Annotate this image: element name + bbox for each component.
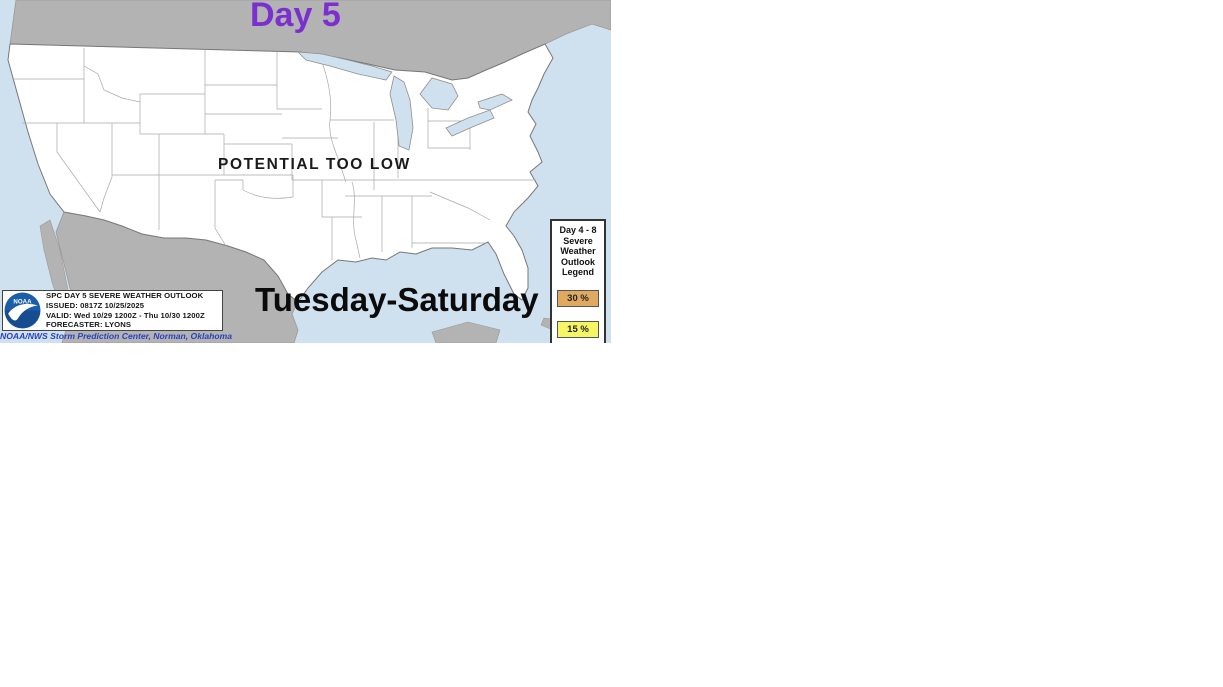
noaa-logo-text: NOAA <box>13 298 32 305</box>
panel-day5: Day 5 POTENTIAL TOO LOW Tuesday-Saturday… <box>0 0 611 343</box>
pct30-swatch: 30 % <box>557 289 599 307</box>
day48-legend-title-line: Weather <box>560 246 596 256</box>
day5-credit: NOAA/NWS Storm Prediction Center, Norman… <box>0 331 233 341</box>
day48-legend-title-line: Severe <box>563 235 593 246</box>
day48-legend: Day 4 - 8 Severe Weather Outlook Legend … <box>550 219 606 343</box>
day5-title: Day 5 <box>250 0 341 34</box>
day5-product-name: SPC DAY 5 SEVERE WEATHER OUTLOOK <box>46 291 204 301</box>
pct15-swatch: 15 % <box>557 320 599 338</box>
day48-legend-title-line: Day 4 - 8 <box>559 225 597 235</box>
day5-valid: VALID: Wed 10/29 1200Z - Thu 10/30 1200Z <box>46 310 205 320</box>
day5-potential-too-low: POTENTIAL TOO LOW <box>218 156 411 173</box>
day5-issued: ISSUED: 0817Z 10/25/2025 <box>46 300 145 310</box>
day5-subtitle: Tuesday-Saturday <box>255 281 539 318</box>
day5-info-box: NOAA SPC DAY 5 SEVERE WEATHER OUTLOOK IS… <box>2 290 223 331</box>
day48-legend-title-line: Legend <box>561 267 594 277</box>
noaa-logo: NOAA <box>4 292 41 329</box>
day48-legend-title-line: Outlook <box>561 256 595 267</box>
day5-forecaster: FORECASTER: LYONS <box>46 320 132 330</box>
